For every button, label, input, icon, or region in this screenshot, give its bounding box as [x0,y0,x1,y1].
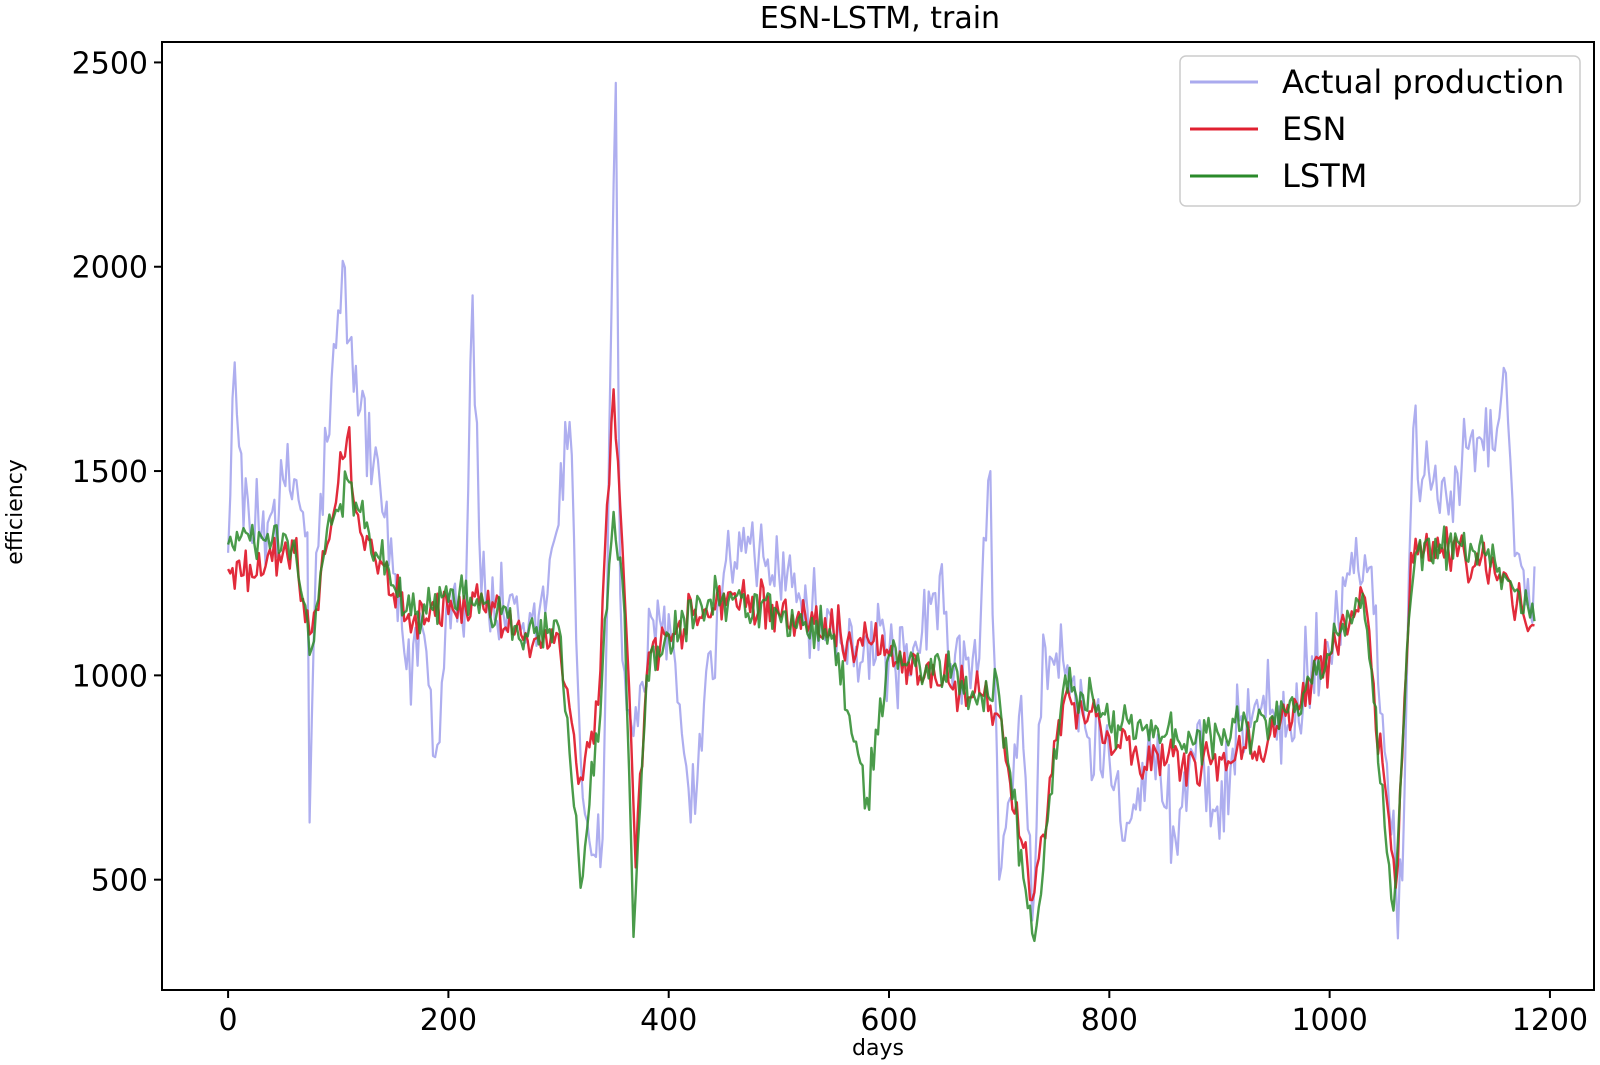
y-tick-label: 2000 [72,251,148,286]
legend-label-actual: Actual production [1282,63,1564,101]
x-tick-label: 600 [860,1003,917,1038]
y-tick-label: 1000 [72,659,148,694]
x-tick-label: 1200 [1512,1003,1588,1038]
series-line-0 [227,81,1536,940]
x-tick-label: 800 [1081,1003,1138,1038]
x-axis-label: days [852,1036,904,1061]
x-tick-label: 0 [219,1003,238,1038]
x-axis: 0 200 400 600 800 1000 1200 [219,990,1588,1038]
legend: Actual production ESN LSTM [1179,55,1581,207]
y-axis: 500 1000 1500 2000 2500 [72,46,162,899]
x-tick-label: 1000 [1291,1003,1367,1038]
chart-title: ESN-LSTM, train [760,1,1000,36]
y-tick-label: 1500 [72,455,148,490]
legend-label-esn: ESN [1282,110,1346,148]
x-tick-label: 200 [420,1003,477,1038]
legend-box [1179,55,1581,207]
plot-frame [161,41,1595,991]
y-axis-label: efficiency [3,459,28,565]
series-line-1 [227,388,1535,902]
y-tick-label: 2500 [72,46,148,81]
y-tick-label: 500 [91,864,148,899]
plot-area [161,41,1595,991]
series-layer [226,81,1536,943]
legend-label-lstm: LSTM [1282,157,1367,195]
series-line-2 [226,470,1536,943]
x-tick-label: 400 [640,1003,697,1038]
